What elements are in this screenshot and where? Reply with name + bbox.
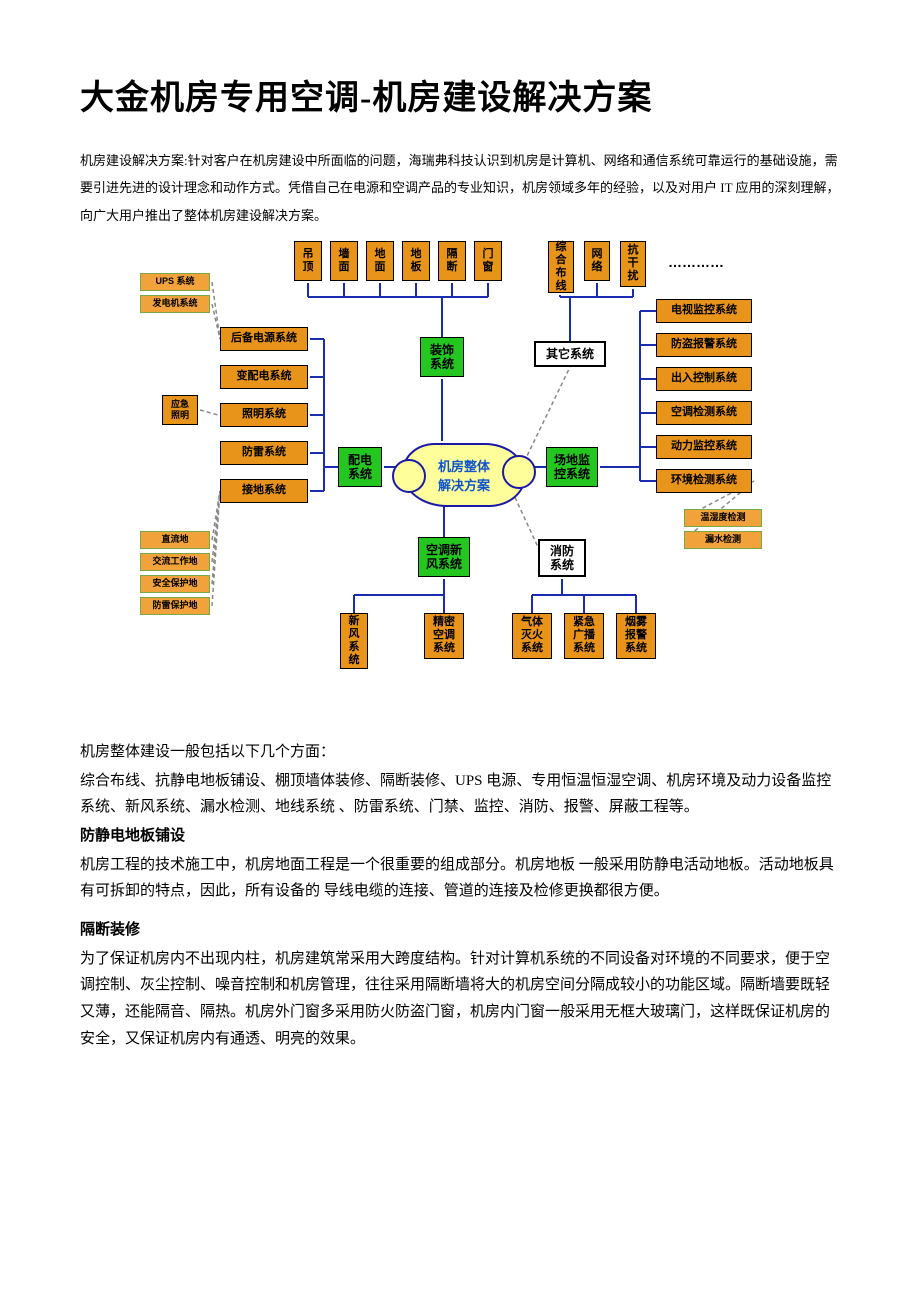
body-p2: 综合布线、抗静电地板铺设、棚顶墙体装修、隔断装修、UPS 电源、专用恒温恒湿空调…	[80, 768, 840, 821]
diagram-node: 配电 系统	[338, 447, 382, 487]
diagram-node: 漏水检测	[684, 531, 762, 549]
diagram-node: UPS 系统	[140, 273, 210, 291]
diagram-node: 电视监控系统	[656, 299, 752, 323]
diagram-center-cloud: 机房整体 解决方案	[402, 443, 526, 507]
diagram-node: 环境检测系统	[656, 469, 752, 493]
diagram-node: 应急 照明	[162, 395, 198, 425]
diagram-node: 地 板	[402, 241, 430, 281]
diagram-node: 动力监控系统	[656, 435, 752, 459]
diagram-node: 交流工作地	[140, 553, 210, 571]
diagram-dots: …………	[656, 255, 736, 269]
diagram-node: 烟雾 报警 系统	[616, 613, 656, 659]
diagram-center-label: 机房整体 解决方案	[438, 456, 490, 494]
diagram-node: 地 面	[366, 241, 394, 281]
diagram-node: 发电机系统	[140, 295, 210, 313]
diagram-node: 直流地	[140, 531, 210, 549]
diagram-node: 抗 干 扰	[620, 241, 646, 287]
diagram-node: 安全保护地	[140, 575, 210, 593]
diagram-node: 出入控制系统	[656, 367, 752, 391]
diagram-node: 综 合 布 线	[548, 241, 574, 293]
section-head-2: 隔断装修	[80, 917, 840, 944]
diagram-node: 网 络	[584, 241, 610, 281]
diagram-node: 场地监 控系统	[546, 447, 598, 487]
body-text: 机房整体建设一般包括以下几个方面： 综合布线、抗静电地板铺设、棚顶墙体装修、隔断…	[80, 739, 840, 1053]
diagram-node: 其它系统	[534, 341, 606, 367]
diagram-node: 吊 顶	[294, 241, 322, 281]
diagram-node: 消防 系统	[538, 539, 586, 577]
diagram-node: 紧急 广播 系统	[564, 613, 604, 659]
diagram-node: 门 窗	[474, 241, 502, 281]
diagram-node: 后备电源系统	[220, 327, 308, 351]
diagram-node: 精密 空调 系统	[424, 613, 464, 659]
diagram-node: 空调检测系统	[656, 401, 752, 425]
diagram-node: 防雷系统	[220, 441, 308, 465]
diagram-node: 墙 面	[330, 241, 358, 281]
diagram-node: 空调新 风系统	[418, 537, 470, 577]
diagram-node: 接地系统	[220, 479, 308, 503]
diagram-node: 防盗报警系统	[656, 333, 752, 357]
diagram-node: 装饰 系统	[420, 337, 464, 377]
diagram-node: 气体 灭火 系统	[512, 613, 552, 659]
section-head-1: 防静电地板铺设	[80, 823, 840, 850]
body-p4: 为了保证机房内不出现内柱，机房建筑常采用大跨度结构。针对计算机系统的不同设备对环…	[80, 946, 840, 1053]
intro-paragraph: 机房建设解决方案:针对客户在机房建设中所面临的问题，海瑞弗科技认识到机房是计算机…	[80, 147, 840, 229]
body-p3: 机房工程的技术施工中，机房地面工程是一个很重要的组成部分。机房地板 一般采用防静…	[80, 852, 840, 905]
diagram-node: 防雷保护地	[140, 597, 210, 615]
diagram-node: 隔 断	[438, 241, 466, 281]
diagram-node: 温湿度检测	[684, 509, 762, 527]
system-diagram: 机房整体 解决方案 吊 顶墙 面地 面地 板隔 断门 窗 综 合 布 线网 络抗 …	[140, 241, 780, 721]
diagram-node: 新 风 系 统	[340, 613, 368, 669]
diagram-node: 变配电系统	[220, 365, 308, 389]
diagram-node: 照明系统	[220, 403, 308, 427]
body-p1: 机房整体建设一般包括以下几个方面：	[80, 739, 840, 766]
page-title: 大金机房专用空调-机房建设解决方案	[80, 70, 840, 119]
